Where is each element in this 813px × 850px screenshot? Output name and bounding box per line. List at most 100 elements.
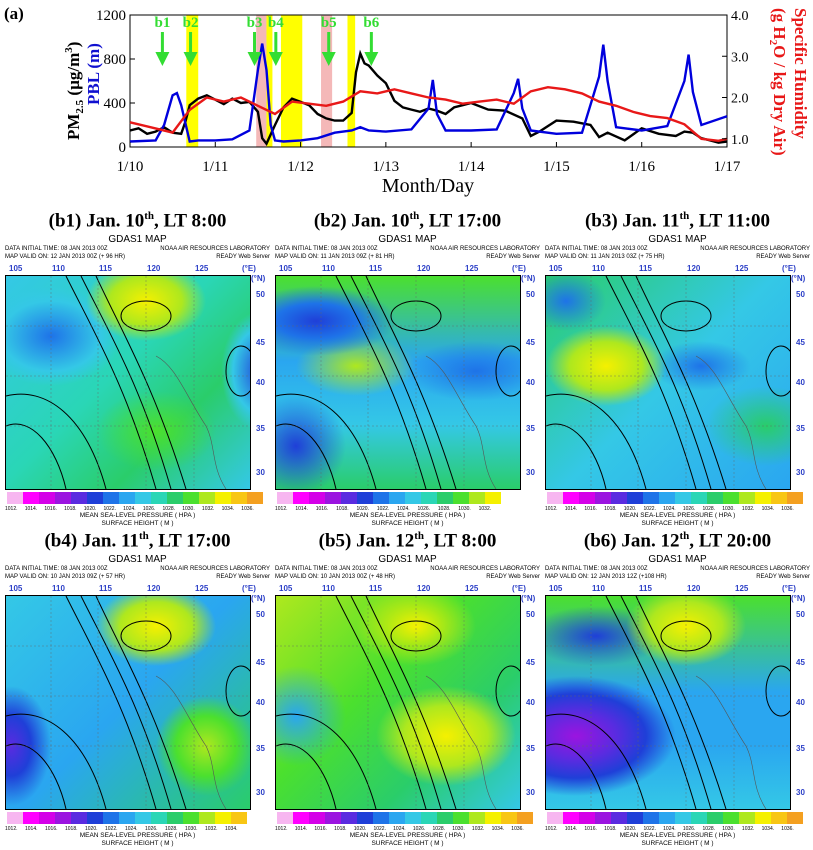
longitude-label: 120 [417,584,431,593]
gdas-label: GDAS1 MAP [648,554,707,565]
panel-title: (b5) Jan. 12th, LT 8:00 [318,530,497,552]
latitude-label: 35 [796,424,805,433]
colorbar-caption-height: SURFACE HEIGHT ( M ) [101,520,174,527]
colorbar-tick-label: 1022. [643,826,656,832]
lab-name: NOAA AIR RESOURCES LABORATORY [430,246,540,252]
colorbar-swatch [595,812,611,824]
latitude-label: 35 [256,424,265,433]
latitude-label: 50 [796,290,805,299]
longitude-label: 115 [99,264,112,273]
colorbar-tick-label: 1026. [145,826,158,832]
colorbar-tick-label: 1036. [241,506,254,512]
gdas-label: GDAS1 MAP [108,554,167,565]
colorbar-caption-pressure: MEAN SEA-LEVEL PRESSURE ( HPA ) [349,512,466,519]
colorbar-tick-label: 1024. [663,506,676,512]
ready-server: READY Web Server [756,574,810,580]
data-initial-time: DATA INITIAL TIME: 08 JAN 2013 00Z [545,566,648,572]
colorbar-tick-label: 1034. [761,826,775,832]
longitude-label: 105 [279,584,293,593]
longitude-label: (°E) [512,584,526,593]
colorbar-tick-label: 1036. [781,506,794,512]
colorbar-swatch [563,812,579,824]
colorbar-swatch [7,812,23,824]
latitude-label: 35 [796,744,805,753]
colorbar-tick-label: 1022. [373,826,386,832]
colorbar-swatch [469,812,485,824]
colorbar-swatch [739,492,755,504]
latitude-label: 35 [256,744,265,753]
colorbar-tick-label: 1028. [702,506,716,512]
colorbar-tick-label: 1024. [397,506,410,512]
map-valid-on: MAP VALID ON: 12 JAN 2013 12Z (+108 HR) [545,574,667,580]
colorbar-swatch [659,492,675,504]
latitude-label: 45 [256,338,265,347]
longitude-label: 120 [687,584,701,593]
map-panel-b5: (b5) Jan. 12th, LT 8:00 DATA INITIAL TIME… [275,530,540,850]
colorbar-tick-label: 1024. [663,826,676,832]
y-axis-label-humidity: Specific Humidity [791,8,810,139]
longitude-label: 110 [52,264,65,273]
right-tick-label: 2.0 [731,92,749,107]
colorbar-tick-label: 1012. [275,506,288,512]
colorbar-tick-label: 1016. [584,826,597,832]
colorbar [547,492,803,504]
colorbar-swatch [55,492,71,504]
colorbar-swatch [517,812,533,824]
data-initial-time: DATA INITIAL TIME: 08 JAN 2013 00Z [545,246,648,252]
colorbar-swatch [437,812,453,824]
colorbar-swatch [627,812,643,824]
panel-title: (b6) Jan. 12th, LT 20:00 [583,530,772,552]
latitude-label: 40 [796,378,805,387]
latitude-label: 30 [256,788,265,797]
colorbar-tick-label: 1026. [682,826,696,832]
colorbar-swatch [309,812,325,824]
colorbar-swatch [675,812,691,824]
colorbar-swatch [341,492,357,504]
colorbar-swatch [309,492,325,504]
colorbar-tick-label: 1026. [142,506,156,512]
lab-name: NOAA AIR RESOURCES LABORATORY [700,566,810,572]
colorbar [7,812,247,824]
colorbar-tick-label: 1020. [353,826,367,832]
svg-text:Specific Humidity: Specific Humidity [791,8,810,139]
colorbar-tick-label: 1034. [221,506,235,512]
colorbar-tick-label: 1020. [356,506,369,512]
marker-arrow-head [155,52,170,66]
y-axis-label-pm: PM2.5 (µg/m3) [63,42,86,140]
isobar-contours [6,596,250,809]
colorbar-tick-label: 1030. [185,826,198,832]
colorbar-tick-label: 1012. [275,826,288,832]
colorbar-caption-height: SURFACE HEIGHT ( M ) [101,840,174,847]
colorbar-swatch [183,812,199,824]
colorbar-swatch [723,812,739,824]
latitude-label: 40 [526,698,535,707]
colorbar-swatch [151,812,167,824]
longitude-label: 125 [735,584,749,593]
colorbar-swatch [215,492,231,504]
data-initial-time: DATA INITIAL TIME: 08 JAN 2013 00Z [5,246,108,252]
colorbar-caption-height: SURFACE HEIGHT ( M ) [371,520,444,527]
colorbar-tick-label: 1014. [25,826,38,832]
colorbar-swatch [231,812,247,824]
colorbar-swatch [485,492,501,504]
latitude-label: 35 [526,744,535,753]
colorbar-tick-label: 1034. [225,826,238,832]
latitude-label: (°N) [791,594,806,603]
colorbar-tick-label: 1028. [702,826,716,832]
colorbar-swatch [215,812,231,824]
colorbar-tick-label: 1018. [65,826,78,832]
latitude-label: 40 [256,378,265,387]
map-valid-on: MAP VALID ON: 10 JAN 2013 09Z (+ 57 HR) [5,574,125,580]
colorbar-swatch [739,812,755,824]
colorbar-tick-label: 1020. [83,506,97,512]
colorbar-tick-label: 1016. [45,826,58,832]
svg-text:PBL (m): PBL (m) [84,43,103,105]
colorbar-swatch [23,492,39,504]
latitude-label: 50 [796,610,805,619]
colorbar-tick-label: 1022. [103,506,116,512]
x-tick-label: 1/10 [117,159,144,175]
colorbar-swatch [787,492,803,504]
colorbar-tick-label: 1032. [471,826,485,832]
gdas-label: GDAS1 MAP [378,234,437,245]
colorbar-swatch [199,812,215,824]
